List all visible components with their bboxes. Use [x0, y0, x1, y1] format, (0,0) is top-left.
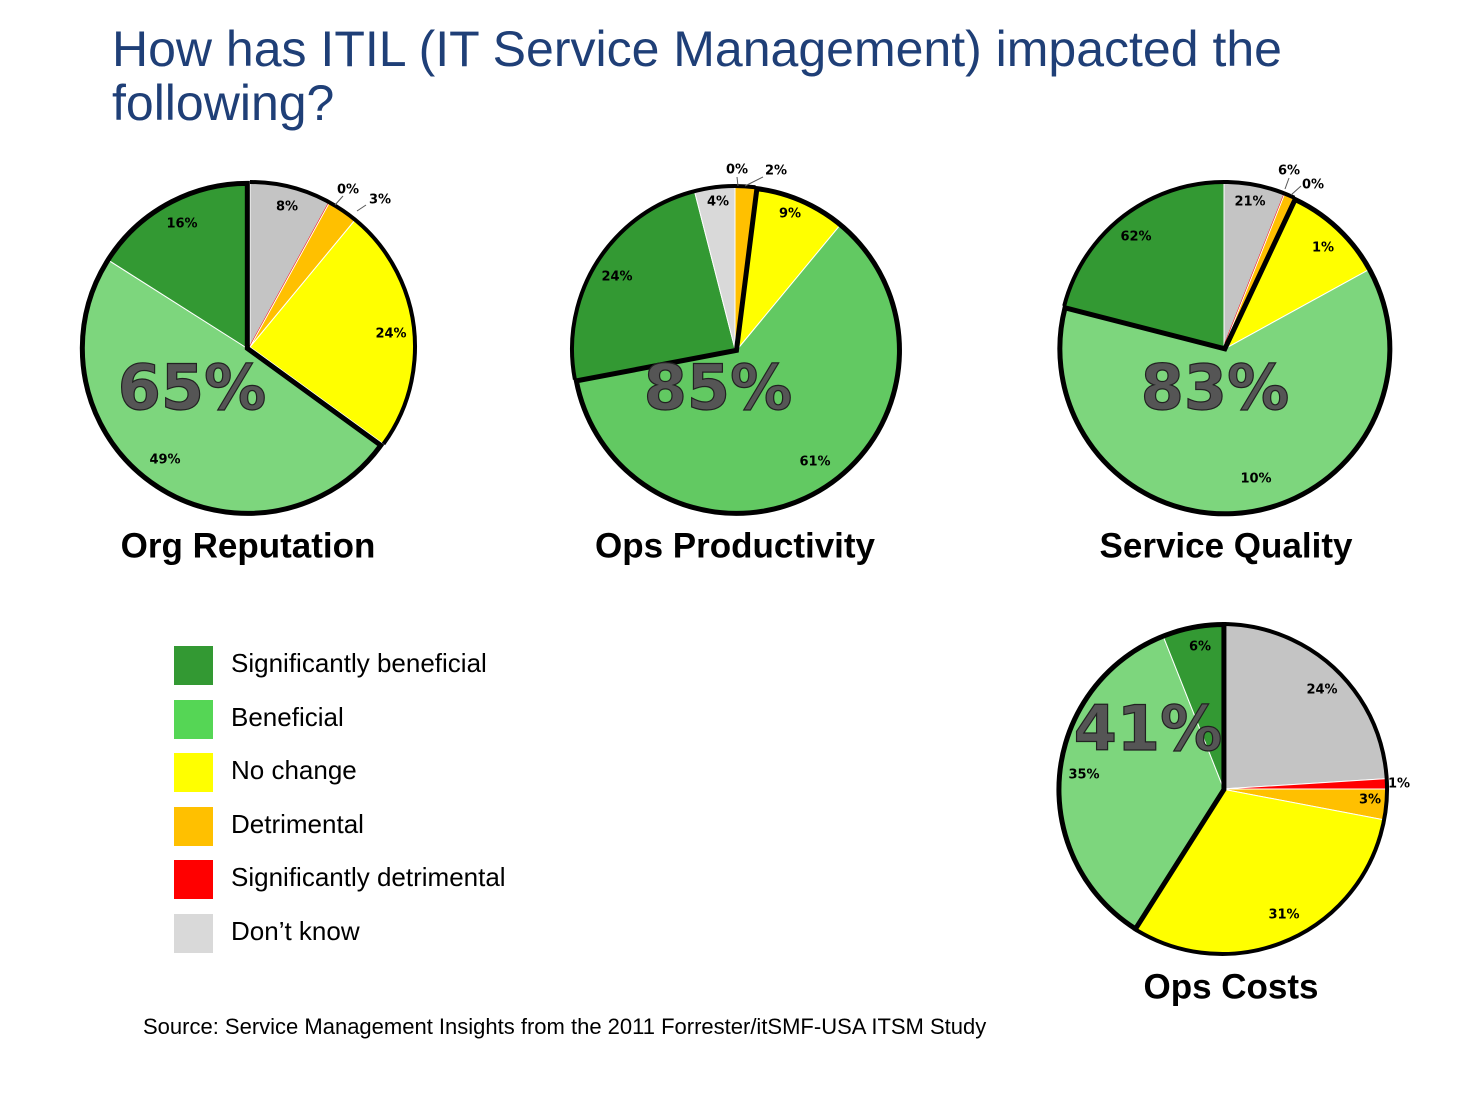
data-label: 2%	[765, 164, 787, 179]
legend-item-detrimental: Detrimental	[174, 807, 594, 847]
legend-item-significantly-beneficial: Significantly beneficial	[174, 646, 594, 686]
data-label: 0%	[337, 183, 359, 198]
data-label: 49%	[149, 453, 180, 468]
legend-label: Significantly detrimental	[231, 862, 506, 892]
data-label: 9%	[779, 207, 801, 222]
highlight-percentage: 65%	[118, 351, 266, 424]
data-label: 0%	[726, 163, 748, 178]
legend-swatch	[174, 700, 213, 739]
data-label: 35%	[1068, 768, 1099, 783]
pie-rim	[249, 180, 417, 446]
legend-label: Don’t know	[231, 916, 360, 946]
legend-swatch	[174, 807, 213, 846]
data-label: 62%	[1120, 230, 1151, 245]
legend-swatch	[174, 914, 213, 953]
data-label: 24%	[601, 270, 632, 285]
chart-title: Service Quality	[1100, 526, 1353, 565]
leader-line	[1284, 177, 1290, 190]
highlight-outline	[573, 185, 902, 516]
legend-item-dont-know: Don’t know	[174, 914, 594, 954]
legend-swatch	[174, 646, 213, 685]
pie-rim	[1132, 622, 1389, 956]
legend-item-no-change: No change	[174, 753, 594, 793]
data-label: 3%	[369, 193, 391, 208]
highlight-percentage: 85%	[644, 351, 792, 424]
data-label: 4%	[707, 195, 729, 210]
highlight-outline	[1056, 622, 1227, 933]
pie-chart-3: 6%0% 1% 10% 62% 21% 83% Service Quality	[1057, 164, 1393, 565]
highlight-percentage: 41%	[1074, 692, 1222, 765]
legend-item-significantly-detrimental: Significantly detrimental	[174, 860, 594, 900]
data-label: 10%	[1240, 472, 1271, 487]
data-label: 21%	[1234, 195, 1265, 210]
pie-chart-1: 8% 0% 3% 24% 49% 16% 65% Org Reputation	[79, 180, 417, 565]
legend-swatch	[174, 860, 213, 899]
pie-slice	[1221, 623, 1388, 790]
chart-title: Org Reputation	[121, 526, 376, 565]
data-label: 24%	[1306, 683, 1337, 698]
leader-line	[1290, 185, 1302, 196]
chart-title: Ops Costs	[1143, 967, 1318, 1006]
highlight-outline	[1057, 196, 1393, 517]
data-label: 8%	[276, 200, 298, 215]
data-label: 6%	[1278, 164, 1300, 179]
data-label: 1%	[1312, 241, 1334, 256]
pie-rim	[570, 184, 756, 380]
pie-chart-4: 24% 1% 3% 31% 35% 6% 41% Ops Costs	[1056, 622, 1410, 1006]
data-label: 24%	[375, 327, 406, 342]
page-title: How has ITIL (IT Service Management) imp…	[112, 21, 1282, 131]
source-note: Source: Service Management Insights from…	[143, 1014, 987, 1039]
data-label: 6%	[1189, 640, 1211, 655]
chart-title: Ops Productivity	[595, 526, 876, 565]
pie-chart-2: 0% 2% 9% 61% 24% 4% 85% Ops Productivity	[570, 163, 902, 565]
legend-swatch	[174, 753, 213, 792]
data-label: 31%	[1268, 908, 1299, 923]
legend-label: No change	[231, 755, 357, 785]
data-label: 61%	[799, 455, 830, 470]
leader-line	[736, 176, 739, 187]
leader-line	[334, 195, 344, 206]
data-label: 16%	[166, 217, 197, 232]
legend-label: Detrimental	[231, 809, 364, 839]
pie-rim	[1062, 179, 1296, 307]
data-label: 0%	[1302, 178, 1324, 193]
data-label: 3%	[1359, 793, 1381, 808]
highlight-percentage: 83%	[1141, 351, 1289, 424]
leader-line	[356, 204, 367, 212]
legend-label: Significantly beneficial	[231, 648, 487, 678]
leader-line	[744, 176, 764, 187]
legend-item-beneficial: Beneficial	[174, 700, 594, 740]
legend-label: Beneficial	[231, 702, 344, 732]
highlight-outline	[79, 180, 385, 516]
data-label: 1%	[1388, 777, 1410, 792]
